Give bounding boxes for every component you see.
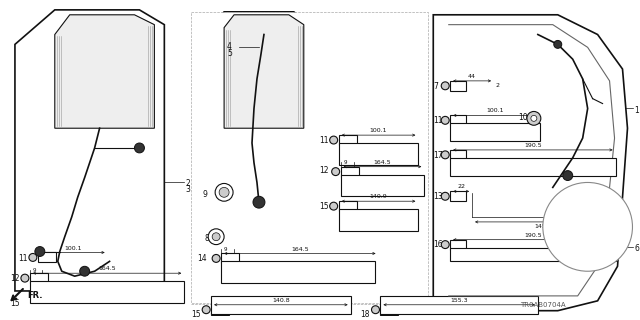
Text: FR.: FR. <box>27 291 42 300</box>
Text: 14: 14 <box>197 254 207 263</box>
Text: 190.5: 190.5 <box>524 233 541 238</box>
Circle shape <box>441 192 449 200</box>
Circle shape <box>330 136 338 144</box>
Text: 164.5: 164.5 <box>99 266 116 271</box>
Bar <box>340 175 424 196</box>
Circle shape <box>563 171 573 180</box>
Text: 11: 11 <box>18 254 28 263</box>
Text: 16: 16 <box>433 240 443 249</box>
Text: 8: 8 <box>204 234 209 243</box>
Text: 9: 9 <box>202 190 207 199</box>
Circle shape <box>441 116 449 124</box>
Text: 15: 15 <box>319 202 328 211</box>
Bar <box>450 81 466 91</box>
Text: 3: 3 <box>185 185 190 195</box>
Bar <box>380 305 399 315</box>
Text: 15: 15 <box>191 310 201 319</box>
Text: 164.5: 164.5 <box>374 160 391 165</box>
Bar <box>450 123 540 141</box>
Circle shape <box>441 82 449 90</box>
Bar <box>211 296 351 314</box>
Bar <box>450 116 466 125</box>
Bar <box>30 273 48 283</box>
Polygon shape <box>224 15 304 128</box>
Text: 140.9: 140.9 <box>370 194 387 199</box>
Text: 17: 17 <box>433 151 443 160</box>
Circle shape <box>543 182 632 271</box>
Circle shape <box>441 151 449 159</box>
Bar <box>450 248 616 261</box>
Polygon shape <box>209 12 308 276</box>
Bar <box>450 150 466 160</box>
Text: 155.3: 155.3 <box>451 298 468 303</box>
Bar <box>221 261 376 283</box>
Text: 190.5: 190.5 <box>524 143 541 148</box>
Text: 140.8: 140.8 <box>272 298 290 303</box>
Circle shape <box>253 196 265 208</box>
Bar <box>339 143 419 165</box>
Text: 18: 18 <box>360 310 370 319</box>
Text: 4: 4 <box>227 43 232 52</box>
Polygon shape <box>55 15 154 128</box>
Text: 9: 9 <box>33 268 36 273</box>
Bar <box>339 209 419 231</box>
Text: 100.1: 100.1 <box>64 245 81 251</box>
Bar <box>211 305 229 315</box>
Text: 5: 5 <box>227 49 232 58</box>
Text: 15: 15 <box>10 299 20 308</box>
Circle shape <box>80 266 90 276</box>
Text: 1: 1 <box>634 106 639 115</box>
Circle shape <box>332 168 340 176</box>
Text: 11: 11 <box>433 116 443 125</box>
Circle shape <box>35 247 45 256</box>
Text: 11: 11 <box>319 136 328 145</box>
Bar <box>38 252 56 262</box>
Text: 13: 13 <box>433 192 443 201</box>
Text: 100.1: 100.1 <box>486 108 504 113</box>
Circle shape <box>212 254 220 262</box>
Text: 2: 2 <box>185 179 190 188</box>
Text: TR0AB0704A: TR0AB0704A <box>520 302 566 308</box>
Polygon shape <box>15 10 164 291</box>
Circle shape <box>215 183 233 201</box>
Circle shape <box>134 143 145 153</box>
Circle shape <box>531 116 537 121</box>
Circle shape <box>21 274 29 282</box>
Text: 22: 22 <box>457 184 465 189</box>
Text: 7: 7 <box>433 82 438 91</box>
Circle shape <box>202 306 210 314</box>
Bar <box>450 240 466 250</box>
Bar <box>339 135 356 145</box>
Circle shape <box>219 188 229 197</box>
Bar <box>450 191 466 201</box>
Circle shape <box>527 111 541 125</box>
Circle shape <box>554 40 562 48</box>
Circle shape <box>441 241 449 249</box>
Text: 12: 12 <box>319 166 328 175</box>
Circle shape <box>29 253 37 261</box>
Text: 164.5: 164.5 <box>291 246 308 252</box>
Circle shape <box>212 233 220 241</box>
Text: 100.1: 100.1 <box>370 128 387 133</box>
Text: 10: 10 <box>518 113 527 123</box>
Text: 6: 6 <box>634 244 639 252</box>
Bar <box>339 201 356 211</box>
Text: 145: 145 <box>534 224 546 229</box>
Circle shape <box>208 229 224 244</box>
Text: 9: 9 <box>224 247 228 252</box>
Text: 2: 2 <box>495 83 499 88</box>
Circle shape <box>330 202 338 210</box>
Text: 9: 9 <box>344 160 347 165</box>
Text: 12: 12 <box>10 274 19 283</box>
Polygon shape <box>433 15 627 311</box>
Bar <box>221 253 239 263</box>
Bar <box>380 296 538 314</box>
Text: 44: 44 <box>468 74 476 79</box>
Bar <box>191 12 428 303</box>
Circle shape <box>371 306 380 314</box>
Bar <box>340 167 358 177</box>
Bar <box>450 158 616 176</box>
Bar <box>30 281 184 303</box>
